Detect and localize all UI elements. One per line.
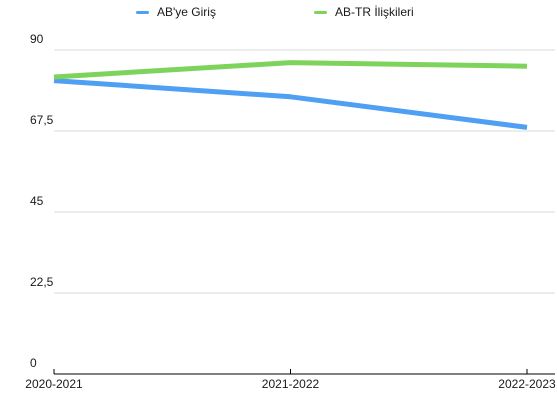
legend: AB'ye Giriş AB-TR İlişkileri — [0, 5, 557, 21]
legend-label-ab-tr-iliskileri: AB-TR İlişkileri — [335, 5, 414, 19]
y-tick-label: 90 — [30, 32, 44, 46]
legend-swatch-ab-ye-giris — [136, 10, 149, 14]
legend-label-ab-ye-giris: AB'ye Giriş — [157, 5, 216, 19]
series-line-0 — [53, 78, 528, 130]
y-tick-label: 67,5 — [30, 113, 54, 127]
y-tick-label: 22,5 — [30, 275, 54, 289]
x-tick-label: 2020-2021 — [25, 377, 83, 391]
series-line-1 — [53, 60, 528, 80]
x-tick-label: 2022-2023 — [498, 377, 556, 391]
legend-swatch-ab-tr-iliskileri — [314, 10, 327, 14]
legend-item-ab-ye-giris: AB'ye Giriş — [136, 5, 216, 19]
x-tick-label: 2021-2022 — [262, 377, 320, 391]
legend-item-ab-tr-iliskileri: AB-TR İlişkileri — [314, 5, 414, 19]
y-tick-label: 0 — [30, 356, 37, 370]
y-tick-label: 45 — [30, 194, 44, 208]
